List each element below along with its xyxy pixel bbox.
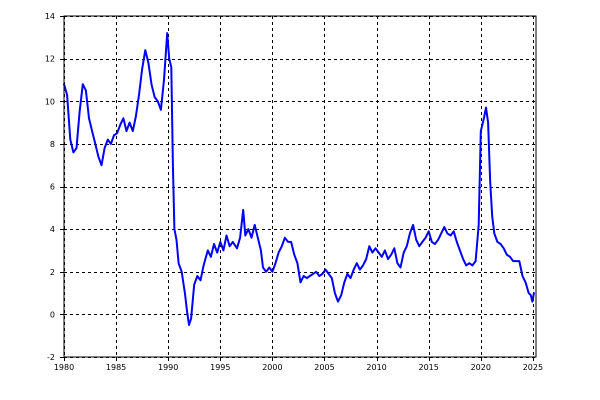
y-tick-label: -2 <box>47 353 55 362</box>
y-tick-label: 8 <box>50 140 55 149</box>
y-tick-label: 0 <box>50 310 55 319</box>
x-tick-label: 2020 <box>471 363 491 372</box>
x-tick-label: 2025 <box>523 363 543 372</box>
x-axis-tick-labels: 1980 1985 1990 1995 2000 2005 2010 2015 2020 2025 <box>54 363 543 372</box>
plot-frame <box>63 15 537 358</box>
y-tick-label: 12 <box>45 55 55 64</box>
y-tick-label: 2 <box>50 268 55 277</box>
y-tick-label: 4 <box>50 225 55 234</box>
x-tick-label: 1995 <box>210 363 230 372</box>
series-line <box>63 32 535 326</box>
x-tick-label: 1985 <box>106 363 126 372</box>
tick-marks <box>60 16 534 361</box>
y-axis-tick-labels: -2 0 2 4 6 8 10 12 14 <box>45 12 55 362</box>
x-tick-label: 2000 <box>262 363 282 372</box>
x-tick-label: 2005 <box>314 363 334 372</box>
x-tick-label: 1990 <box>158 363 178 372</box>
y-tick-label: 10 <box>45 97 55 106</box>
y-tick-label: 6 <box>50 183 55 192</box>
series-layer <box>63 32 535 326</box>
x-tick-label: 2015 <box>419 363 439 372</box>
x-tick-label: 1980 <box>54 363 74 372</box>
y-tick-label: 14 <box>45 12 55 21</box>
x-tick-label: 2010 <box>366 363 386 372</box>
